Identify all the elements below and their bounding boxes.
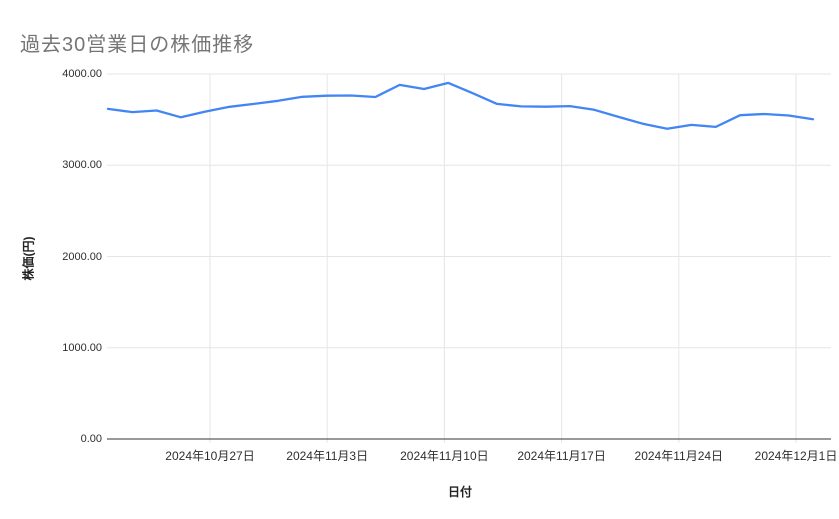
price-line-series	[106, 81, 815, 130]
y-tick-label: 0.00	[80, 433, 102, 445]
y-tick-label: 2000.00	[62, 250, 102, 263]
gridlines	[107, 73, 831, 443]
x-tick-label: 2024年11月10日	[400, 449, 489, 463]
chart-title: 過去30営業日の株価推移	[20, 34, 255, 56]
x-tick-label: 2024年11月24日	[634, 449, 724, 463]
y-tick-label: 3000.00	[62, 159, 102, 172]
x-tick-label: 2024年10月27日	[165, 449, 255, 463]
stock-price-polyline	[106, 81, 815, 130]
x-tick-label: 2024年11月17日	[517, 449, 606, 463]
y-axis-title: 株価(円)	[21, 236, 36, 281]
y-tick-label: 4000.00	[62, 68, 102, 80]
x-axis-title: 日付	[447, 485, 473, 499]
y-tick-label: 1000.00	[62, 341, 102, 354]
x-tick-label: 2024年11月3日	[286, 449, 369, 463]
x-tick-label: 2024年12月1日	[754, 449, 838, 463]
